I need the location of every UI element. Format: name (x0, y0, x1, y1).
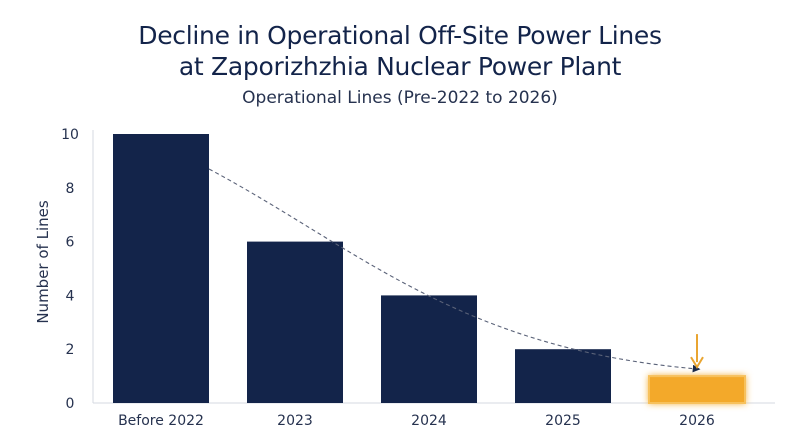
x-tick-label: 2026 (679, 413, 715, 429)
y-tick-label: 8 (66, 181, 75, 197)
y-tick-label: 0 (66, 396, 75, 412)
x-tick-label: 2024 (411, 413, 447, 429)
highlight-arrow-head (690, 356, 704, 370)
y-tick-label: 10 (61, 127, 79, 143)
x-tick-label: 2025 (545, 413, 581, 429)
chart-title-line-1: Decline in Operational Off-Site Power Li… (138, 21, 662, 50)
highlight-arrow-icon (690, 334, 704, 370)
bar (515, 349, 611, 403)
bar-highlighted (648, 375, 746, 405)
bar (113, 134, 209, 403)
x-tick-label: 2023 (277, 413, 313, 429)
bar (247, 241, 343, 403)
chart-subtitle: Operational Lines (Pre-2022 to 2026) (242, 88, 558, 108)
x-axis-labels: Before 2022 2023 2024 2025 2026 (118, 413, 715, 429)
chart-title: Decline in Operational Off-Site Power Li… (0, 20, 800, 82)
y-axis-ticks: 0 2 4 6 8 10 (61, 127, 79, 412)
y-tick-label: 4 (66, 288, 75, 304)
chart-title-line-2: at Zaporizhzhia Nuclear Power Plant (178, 52, 622, 81)
y-tick-label: 6 (66, 235, 75, 251)
x-tick-label: Before 2022 (118, 413, 204, 429)
bar (381, 295, 477, 403)
bars-group (113, 134, 746, 405)
y-tick-label: 2 (66, 342, 75, 358)
trend-curve (208, 168, 701, 373)
